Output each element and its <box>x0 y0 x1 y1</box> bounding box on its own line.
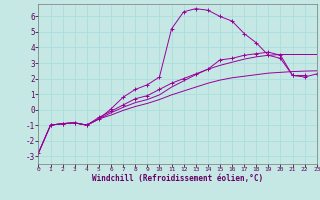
X-axis label: Windchill (Refroidissement éolien,°C): Windchill (Refroidissement éolien,°C) <box>92 174 263 183</box>
